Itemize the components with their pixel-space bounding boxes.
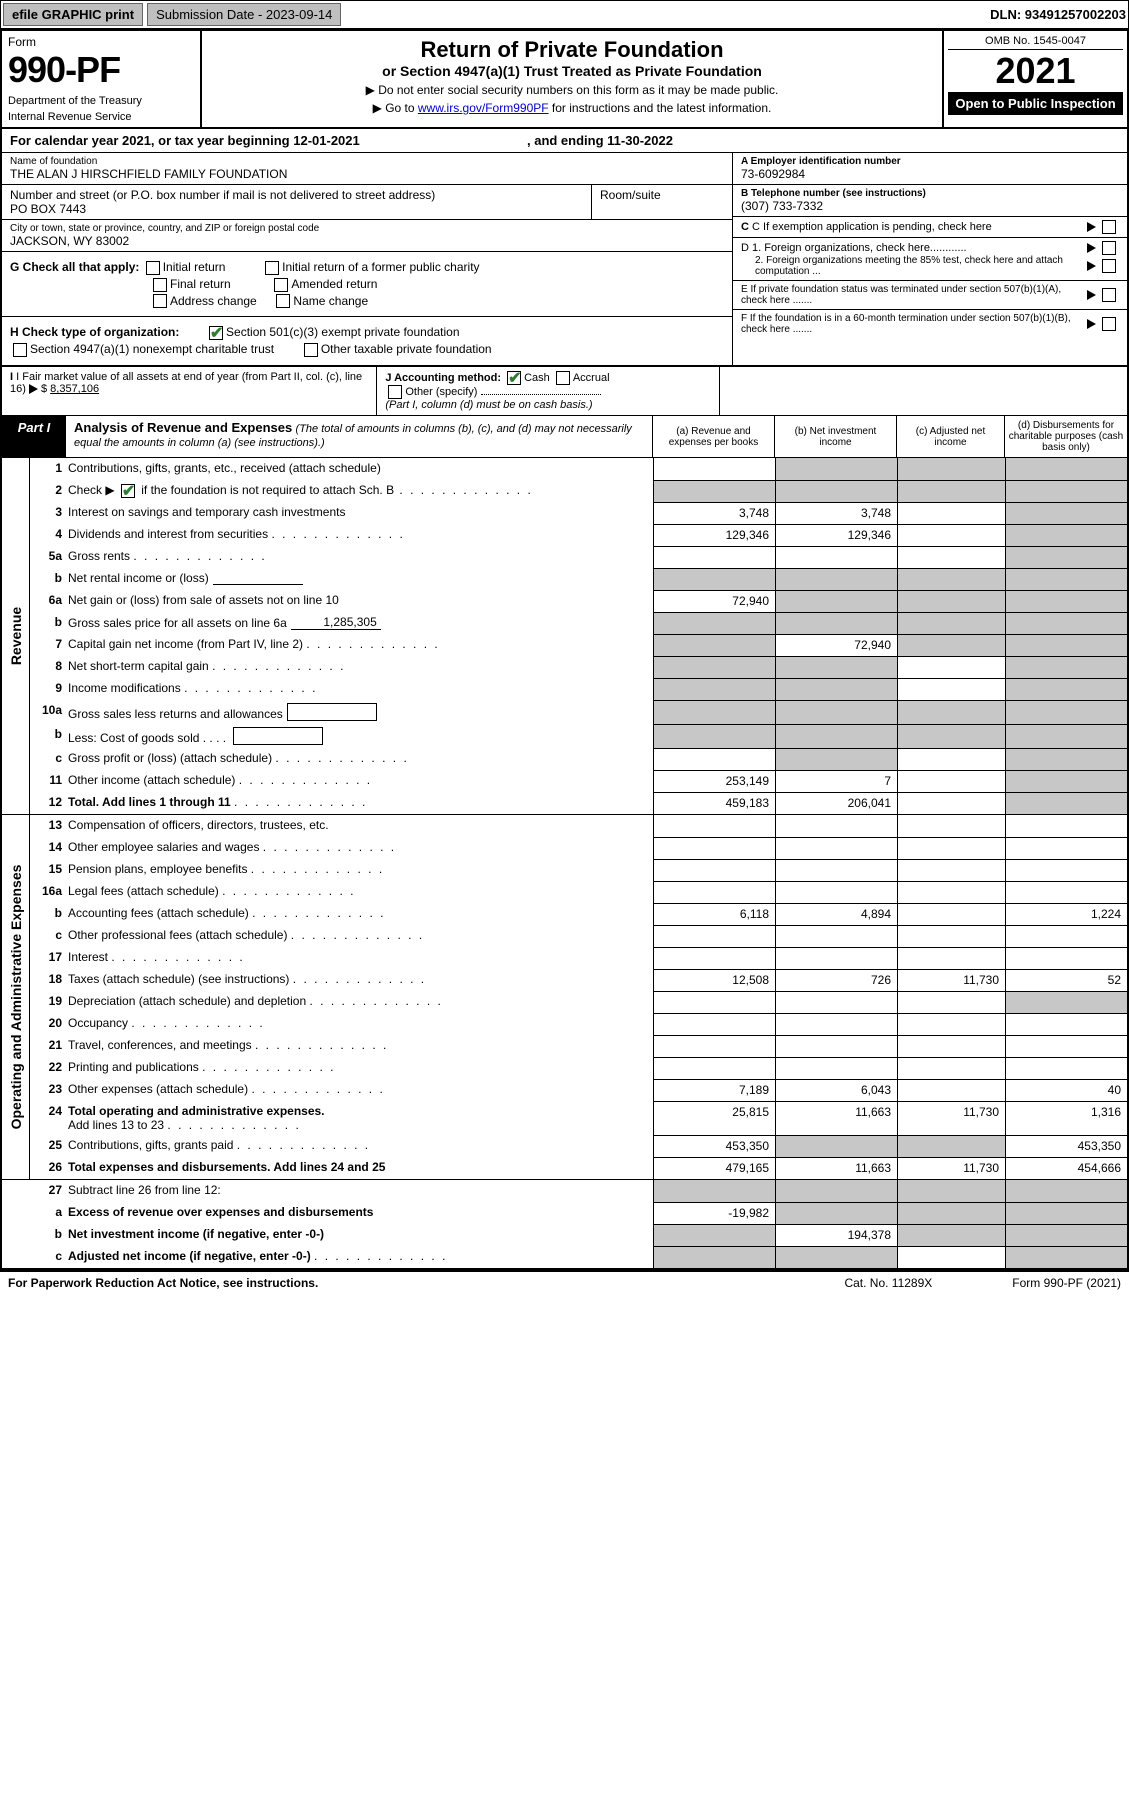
calendar-year-row: For calendar year 2021, or tax year begi… xyxy=(2,129,1127,153)
col-c-header: (c) Adjusted net income xyxy=(897,416,1005,457)
part-1-tag: Part I xyxy=(2,416,66,457)
expenses-label: Operating and Administrative Expenses xyxy=(2,815,30,1179)
ein-label: A Employer identification number xyxy=(741,156,1119,167)
instr-1: ▶ Do not enter social security numbers o… xyxy=(210,83,934,97)
name-label: Name of foundation xyxy=(10,156,724,167)
arrow-icon xyxy=(1087,290,1096,300)
arrow-icon xyxy=(1087,243,1096,253)
f-label: F If the foundation is in a 60-month ter… xyxy=(741,313,1087,335)
col-b-header: (b) Net investment income xyxy=(775,416,897,457)
checkbox-name-change[interactable] xyxy=(276,294,290,308)
paperwork-notice: For Paperwork Reduction Act Notice, see … xyxy=(8,1276,318,1290)
city-label: City or town, state or province, country… xyxy=(10,223,724,234)
col-a-header: (a) Revenue and expenses per books xyxy=(653,416,775,457)
foundation-name: THE ALAN J HIRSCHFIELD FAMILY FOUNDATION xyxy=(10,167,724,181)
checkbox-d2[interactable] xyxy=(1102,259,1116,273)
dln: DLN: 93491257002203 xyxy=(990,7,1126,22)
checkbox-d1[interactable] xyxy=(1102,241,1116,255)
part-1-title: Analysis of Revenue and Expenses xyxy=(74,420,292,435)
phone-label: B Telephone number (see instructions) xyxy=(741,188,1119,199)
ein-value: 73-6092984 xyxy=(741,167,1119,181)
checkbox-address-change[interactable] xyxy=(153,294,167,308)
revenue-label: Revenue xyxy=(2,458,30,814)
d2-label: 2. Foreign organizations meeting the 85%… xyxy=(755,255,1087,277)
checkbox-f[interactable] xyxy=(1102,317,1116,331)
arrow-icon xyxy=(1087,222,1096,232)
form990pf-link[interactable]: www.irs.gov/Form990PF xyxy=(418,101,549,115)
open-to-public: Open to Public Inspection xyxy=(948,92,1123,115)
checkbox-501c3[interactable] xyxy=(209,326,223,340)
cat-no: Cat. No. 11289X xyxy=(844,1276,932,1290)
form-number: 990-PF xyxy=(8,49,194,91)
checkbox-other-method[interactable] xyxy=(388,385,402,399)
form-990pf: Form 990-PF Department of the Treasury I… xyxy=(0,29,1129,1272)
checkbox-amended-return[interactable] xyxy=(274,278,288,292)
instr-2: ▶ Go to www.irs.gov/Form990PF for instru… xyxy=(210,101,934,115)
form-subtitle: or Section 4947(a)(1) Trust Treated as P… xyxy=(210,63,934,79)
tax-year: 2021 xyxy=(948,50,1123,92)
checkbox-c[interactable] xyxy=(1102,220,1116,234)
page-footer: For Paperwork Reduction Act Notice, see … xyxy=(0,1272,1129,1294)
e-label: E If private foundation status was termi… xyxy=(741,284,1087,306)
checkbox-initial-former[interactable] xyxy=(265,261,279,275)
phone-value: (307) 733-7332 xyxy=(741,199,1119,213)
street-value: PO BOX 7443 xyxy=(10,202,583,216)
h-row: H Check type of organization: Section 50… xyxy=(10,325,724,340)
form-ref: Form 990-PF (2021) xyxy=(1012,1276,1121,1290)
omb-number: OMB No. 1545-0047 xyxy=(948,35,1123,50)
c-label: C C If exemption application is pending,… xyxy=(741,221,1087,233)
form-header: Form 990-PF Department of the Treasury I… xyxy=(2,31,1127,129)
g-row: G Check all that apply: Initial return I… xyxy=(10,260,724,275)
col-d-header: (d) Disbursements for charitable purpose… xyxy=(1005,416,1127,457)
form-label: Form xyxy=(8,35,194,49)
street-label: Number and street (or P.O. box number if… xyxy=(10,188,583,202)
checkbox-accrual[interactable] xyxy=(556,371,570,385)
arrow-icon xyxy=(1087,319,1096,329)
city-value: JACKSON, WY 83002 xyxy=(10,234,724,248)
d1-label: D 1. Foreign organizations, check here..… xyxy=(741,242,1087,254)
checkbox-cash[interactable] xyxy=(507,371,521,385)
topbar: efile GRAPHIC print Submission Date - 20… xyxy=(0,0,1129,29)
checkbox-final-return[interactable] xyxy=(153,278,167,292)
checkbox-sch-b[interactable] xyxy=(121,484,135,498)
arrow-icon xyxy=(1087,261,1096,271)
submission-date: Submission Date - 2023-09-14 xyxy=(147,3,341,26)
i-section: I I Fair market value of all assets at e… xyxy=(2,367,377,415)
room-label: Room/suite xyxy=(600,188,724,202)
checkbox-4947a1[interactable] xyxy=(13,343,27,357)
efile-print-button[interactable]: efile GRAPHIC print xyxy=(3,3,143,26)
checkbox-initial-return[interactable] xyxy=(146,261,160,275)
dept-treasury: Department of the Treasury xyxy=(8,95,194,107)
checkbox-other-taxable[interactable] xyxy=(304,343,318,357)
checkbox-e[interactable] xyxy=(1102,288,1116,302)
irs: Internal Revenue Service xyxy=(8,111,194,123)
fmv-value: 8,357,106 xyxy=(50,383,99,395)
form-title: Return of Private Foundation xyxy=(210,37,934,63)
j-section: J Accounting method: Cash Accrual Other … xyxy=(377,367,720,415)
